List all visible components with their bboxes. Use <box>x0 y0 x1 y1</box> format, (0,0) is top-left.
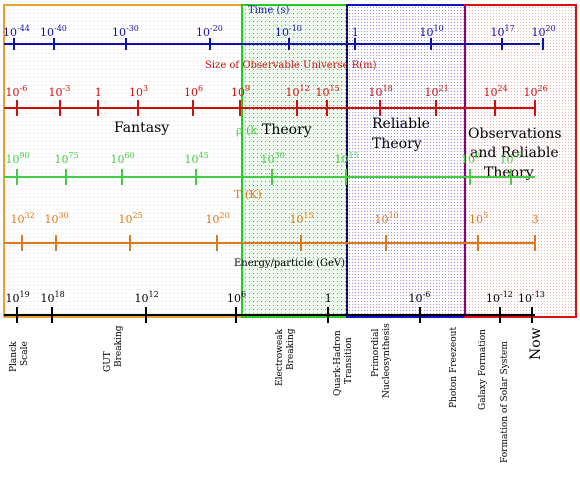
rho-axis: ρ (k 1090 1075 1060 1045 1030 1015 100 10-6 <box>4 124 535 185</box>
event-electroweak-1: Electroweak <box>275 328 285 386</box>
energy-tick-label: 1012 <box>135 290 159 305</box>
temp-tick-label: 1020 <box>206 211 230 226</box>
rho-tick-label: 1030 <box>261 151 285 166</box>
rho-tick-label: 1015 <box>335 151 359 166</box>
energy-tick-label: 106 <box>227 290 246 305</box>
size-tick-label: 1015 <box>316 84 340 99</box>
event-now: Now <box>528 327 544 360</box>
energy-tick-label: 10-6 <box>409 290 431 305</box>
temp-tick-label: 1015 <box>290 211 314 226</box>
time-tick-label: 1 <box>352 26 359 39</box>
event-nucleosynthesis-1: Primordial <box>371 329 381 377</box>
size-tick-label: 1021 <box>425 84 449 99</box>
energy-tick-label: 10-13 <box>518 290 545 305</box>
temp-tick-label: 1025 <box>119 211 143 226</box>
energy-axis: Energy/particle (GeV) 1019 1018 1012 106 1 10… <box>4 258 545 323</box>
region-label-theory: Theory <box>262 122 312 138</box>
rho-tick-label: 1045 <box>185 151 209 166</box>
rho-tick-label: 1060 <box>111 151 135 166</box>
event-photon-freezeout: Photon Freezeout <box>449 327 459 408</box>
rho-tick-label: 1090 <box>6 151 30 166</box>
size-tick-label: 1026 <box>524 84 548 99</box>
observations-region <box>464 4 577 318</box>
energy-tick-label: 1 <box>325 292 332 305</box>
time-axis: Time (s) 10-44 10-40 10-30 10-20 10-10 1 1010 1… <box>3 5 556 50</box>
energy-tick-label: 1019 <box>6 290 30 305</box>
event-nucleosynthesis-2: Nucleosynthesis <box>382 323 392 398</box>
region-label-observations-1: Observations <box>468 126 562 142</box>
size-tick-label: 103 <box>129 84 148 99</box>
time-tick-label: 10-20 <box>196 24 223 39</box>
size-tick-label: 10-6 <box>6 84 28 99</box>
event-planck-2: Scale <box>20 341 30 366</box>
size-axis-ticks: 10-6 10-3 1 103 106 109 1012 1015 1018 1021 1024 10… <box>6 84 548 116</box>
size-tick-label: 1 <box>95 86 102 99</box>
time-tick-label: 10-30 <box>112 24 139 39</box>
temp-tick-label: 105 <box>469 211 488 226</box>
time-tick-label: 10-44 <box>3 24 30 39</box>
time-tick-label: 10-40 <box>40 24 67 39</box>
size-tick-label: 1012 <box>286 84 310 99</box>
energy-axis-title: Energy/particle (GeV) <box>234 258 345 269</box>
region-label-observations-3: Theory <box>484 165 534 181</box>
temperature-axis-title: T (K) <box>234 188 262 201</box>
time-axis-title: Time (s) <box>248 5 289 16</box>
event-solar-system: Formation of Solar System <box>500 341 510 463</box>
rho-tick-label: 1075 <box>55 151 79 166</box>
temp-tick-label: 3 <box>532 213 539 226</box>
temperature-axis-ticks: 1032 1030 1025 1020 1015 1010 105 3 <box>11 211 539 251</box>
energy-axis-ticks: 1019 1018 1012 106 1 10-6 10-12 10-13 <box>6 290 545 323</box>
temp-tick-label: 1030 <box>45 211 69 226</box>
event-planck-1: Planck <box>9 341 19 372</box>
region-label-fantasy: Fantasy <box>114 120 169 136</box>
rho-axis-title: ρ (k <box>236 124 257 137</box>
region-label-reliable-2: Theory <box>372 136 422 152</box>
rho-axis-ticks: 1090 1075 1060 1045 1030 1015 100 10-6 <box>6 151 522 185</box>
event-gut-1: GUT <box>103 351 113 372</box>
size-tick-label: 106 <box>184 84 203 99</box>
temperature-axis: T (K) 1032 1030 1025 1020 1015 1010 105 3 <box>4 188 539 251</box>
event-galaxy-formation: Galaxy Formation <box>478 329 488 410</box>
time-tick-label: 10-10 <box>275 24 302 39</box>
time-tick-label: 1017 <box>491 24 515 39</box>
size-tick-label: 10-3 <box>49 84 71 99</box>
size-tick-label: 109 <box>231 84 250 99</box>
theory-region <box>241 4 348 318</box>
region-label-reliable-1: Reliable <box>372 116 430 132</box>
fantasy-region <box>3 4 243 318</box>
time-tick-label: 1020 <box>532 24 556 39</box>
energy-tick-label: 10-12 <box>486 290 513 305</box>
event-labels: Planck Scale GUT Breaking Electroweak Br… <box>9 323 544 463</box>
temp-tick-label: 1032 <box>11 211 35 226</box>
size-tick-label: 1024 <box>484 84 508 99</box>
size-axis-title: Size of Observable Universe R(m) <box>205 60 377 71</box>
rho-tick-label: 10-6 <box>500 151 522 166</box>
time-axis-ticks: 10-44 10-40 10-30 10-20 10-10 1 1010 1017 1020 <box>3 24 556 50</box>
rho-tick-label: 100 <box>461 151 480 166</box>
energy-tick-label: 1018 <box>41 290 65 305</box>
temp-tick-label: 1010 <box>375 211 399 226</box>
event-electroweak-2: Breaking <box>286 328 296 370</box>
size-axis: Size of Observable Universe R(m) 10-6 10-… <box>4 60 548 116</box>
event-quark-hadron-2: Transition <box>344 337 354 384</box>
time-tick-label: 1010 <box>420 24 444 39</box>
event-gut-2: Breaking <box>114 325 124 367</box>
reliable-region <box>346 4 466 318</box>
size-tick-label: 1018 <box>369 84 393 99</box>
region-label-observations-2: and Reliable <box>470 145 559 161</box>
event-quark-hadron-1: Quark-Hadron <box>333 330 343 396</box>
